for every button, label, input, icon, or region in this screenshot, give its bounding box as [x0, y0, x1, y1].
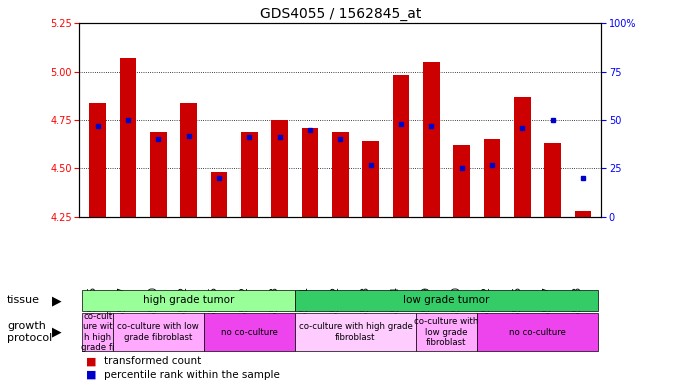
Text: ■: ■ — [86, 370, 97, 380]
Text: GSM665070: GSM665070 — [452, 286, 462, 345]
Bar — [416, 313, 477, 351]
Text: GSM665069: GSM665069 — [422, 286, 431, 345]
Bar — [89, 103, 106, 217]
Text: co-cult
ure wit
h high
grade fi: co-cult ure wit h high grade fi — [81, 312, 114, 352]
Text: GSM665102: GSM665102 — [239, 286, 249, 345]
Text: GSM665452: GSM665452 — [179, 286, 189, 345]
Text: GSM665073: GSM665073 — [361, 286, 370, 345]
Bar — [82, 290, 295, 311]
Text: growth
protocol: growth protocol — [7, 321, 52, 343]
Bar — [204, 313, 295, 351]
Bar — [545, 143, 561, 217]
Text: GSM665103: GSM665103 — [269, 286, 280, 345]
Text: GSM665042: GSM665042 — [482, 286, 492, 345]
Bar — [272, 120, 288, 217]
Bar — [113, 313, 204, 351]
Text: GSM665094: GSM665094 — [391, 286, 401, 345]
Text: high grade tumor: high grade tumor — [143, 295, 234, 306]
Text: GSM665450: GSM665450 — [149, 286, 158, 345]
Bar — [484, 139, 500, 217]
Bar — [82, 313, 113, 351]
Bar — [211, 172, 227, 217]
Bar — [392, 75, 409, 217]
Text: no co-culture: no co-culture — [221, 328, 278, 337]
Text: ▶: ▶ — [52, 294, 61, 307]
Bar — [295, 313, 416, 351]
Text: low grade tumor: low grade tumor — [404, 295, 490, 306]
Text: GSM665071: GSM665071 — [300, 286, 310, 345]
Text: tissue: tissue — [7, 295, 40, 306]
Text: GSM665068: GSM665068 — [573, 286, 583, 345]
Text: GSM665066: GSM665066 — [512, 286, 522, 345]
Bar — [150, 132, 167, 217]
Text: GSM665447: GSM665447 — [118, 286, 128, 345]
Bar — [575, 211, 591, 217]
Bar — [120, 58, 136, 217]
Bar — [302, 128, 319, 217]
Bar — [332, 132, 349, 217]
Text: co-culture with
low grade
fibroblast: co-culture with low grade fibroblast — [415, 317, 479, 347]
Text: ■: ■ — [86, 356, 97, 366]
Text: GSM665455: GSM665455 — [88, 286, 97, 345]
Bar — [295, 290, 598, 311]
Text: transformed count: transformed count — [104, 356, 201, 366]
Bar — [362, 141, 379, 217]
Bar — [180, 103, 197, 217]
Bar — [241, 132, 258, 217]
Text: GSM665067: GSM665067 — [542, 286, 553, 345]
Text: GSM665095: GSM665095 — [209, 286, 219, 345]
Bar — [514, 97, 531, 217]
Text: GSM665072: GSM665072 — [330, 286, 340, 345]
Text: ▶: ▶ — [52, 326, 61, 339]
Text: co-culture with high grade
fibroblast: co-culture with high grade fibroblast — [299, 323, 413, 342]
Text: co-culture with low
grade fibroblast: co-culture with low grade fibroblast — [117, 323, 199, 342]
Bar — [477, 313, 598, 351]
Title: GDS4055 / 1562845_at: GDS4055 / 1562845_at — [260, 7, 421, 21]
Text: no co-culture: no co-culture — [509, 328, 566, 337]
Bar — [453, 145, 470, 217]
Bar — [423, 62, 439, 217]
Text: percentile rank within the sample: percentile rank within the sample — [104, 370, 280, 380]
